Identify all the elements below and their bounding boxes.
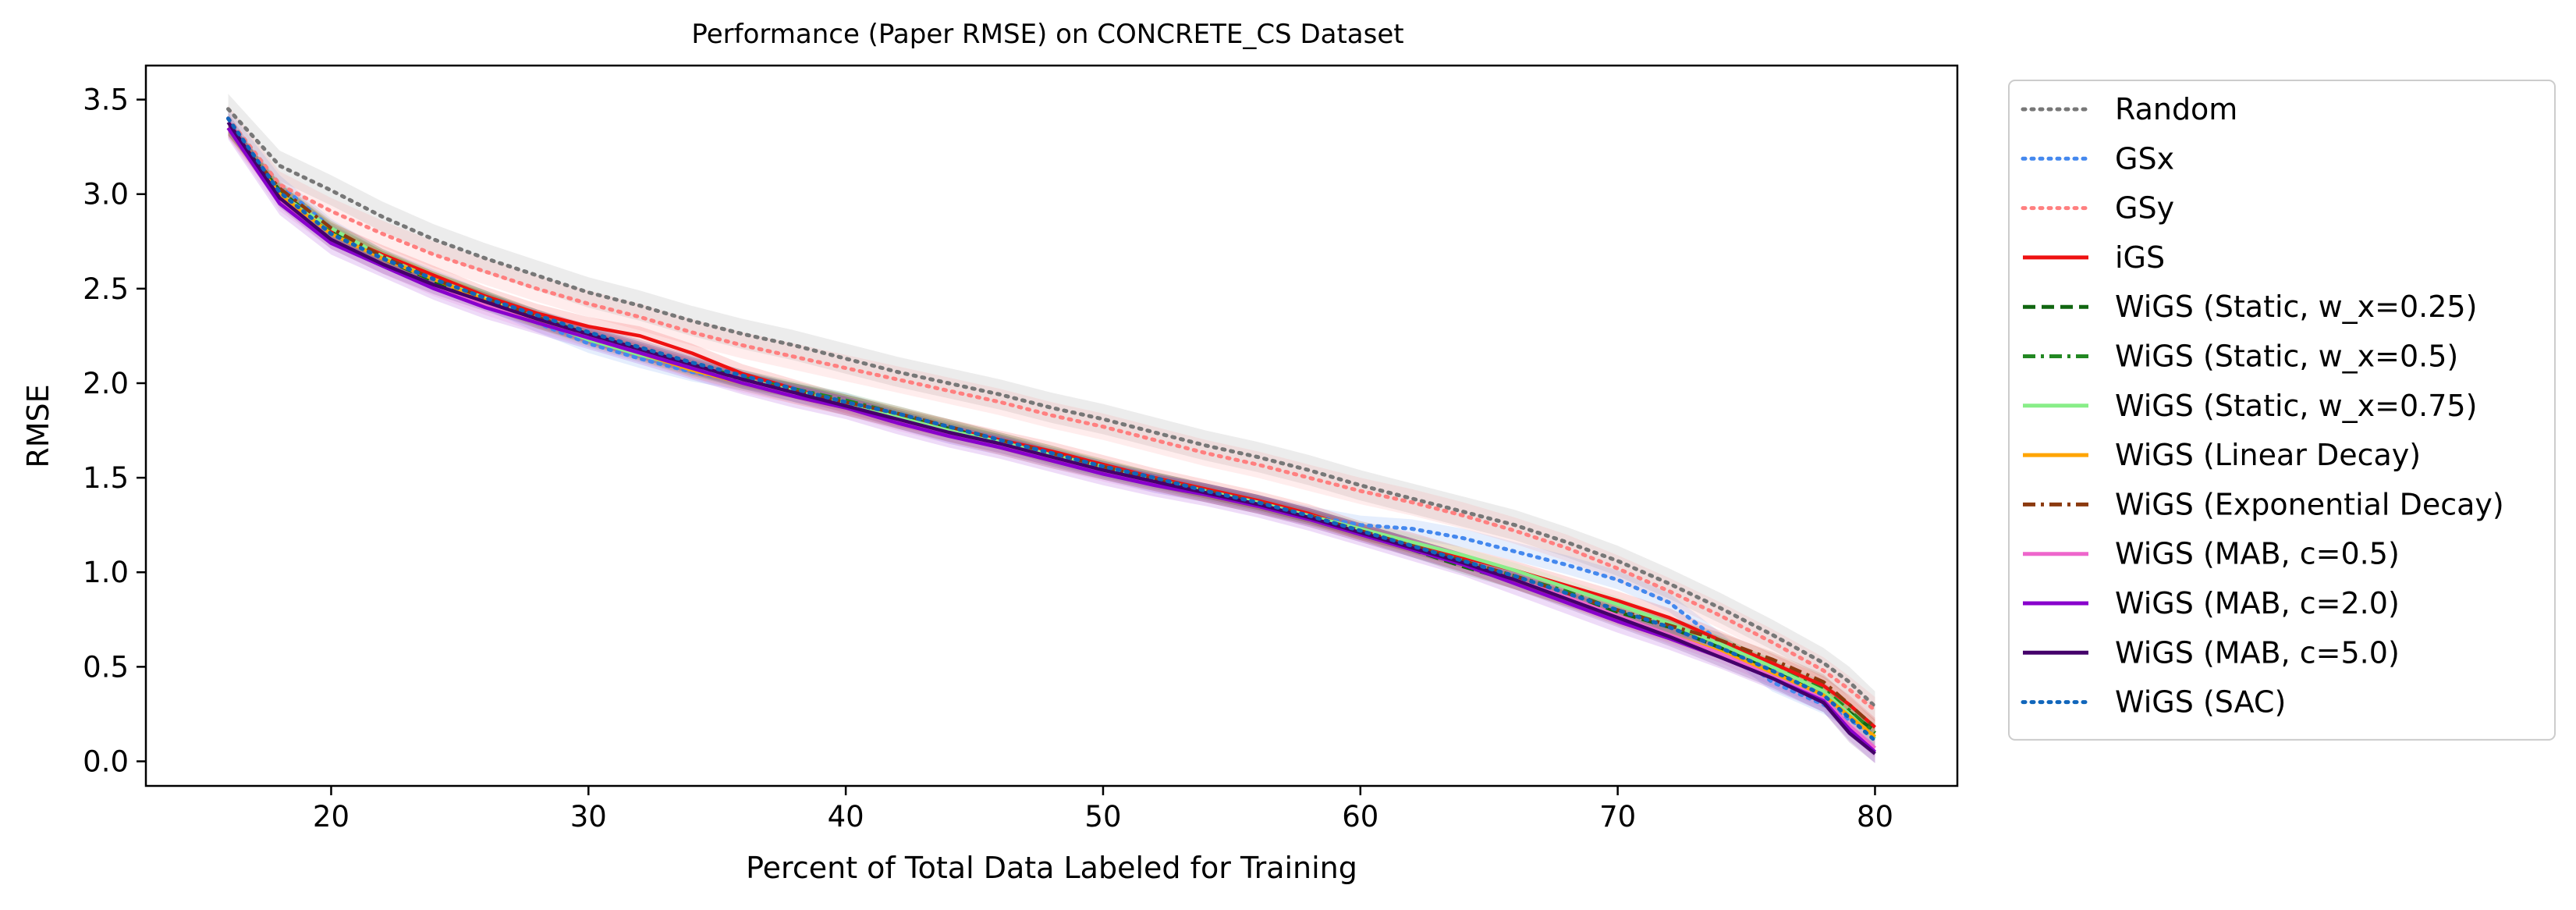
x-tick-label: 70 [1599, 800, 1636, 834]
series-line [226, 116, 1877, 713]
series-line [226, 116, 1877, 743]
series-band [228, 94, 1875, 722]
legend-label: GSx [2115, 141, 2174, 176]
x-tick-label: 50 [1084, 800, 1121, 834]
plot-area [144, 64, 1959, 787]
x-tick-label: 80 [1857, 800, 1893, 834]
y-axis-label: RMSE [21, 384, 55, 467]
legend-label: WiGS (SAC) [2115, 685, 2286, 720]
series-line [226, 121, 1876, 755]
legend-label: WiGS (Static, w_x=0.75) [2115, 389, 2477, 423]
y-tick-label: 0.0 [83, 745, 129, 779]
x-tick-label: 40 [828, 800, 864, 834]
y-tick-label: 1.5 [83, 461, 129, 495]
legend-label: GSy [2115, 191, 2174, 226]
x-axis: 20 30 40 50 60 70 80 [313, 786, 1893, 834]
legend-box [2008, 80, 2556, 741]
y-tick-label: 3.0 [83, 178, 129, 212]
x-tick-label: 30 [570, 800, 607, 834]
legend-label: WiGS (Exponential Decay) [2115, 487, 2504, 521]
y-tick-label: 1.0 [83, 556, 129, 589]
legend-label: iGS [2115, 240, 2165, 275]
series-lines [226, 107, 1877, 755]
chart-title: Performance (Paper RMSE) on CONCRETE_CS … [691, 19, 1403, 50]
legend-label: WiGS (Linear Decay) [2115, 438, 2421, 472]
legend: Random GSx GSy iGS WiGS (Static, w_x=0.25) Wi… [2008, 80, 2556, 741]
y-tick-label: 2.0 [83, 367, 129, 400]
series-line [226, 126, 1876, 754]
x-axis-label: Percent of Total Data Labeled for Traini… [746, 851, 1357, 885]
legend-label: WiGS (MAB, c=2.0) [2115, 586, 2400, 620]
legend-label: WiGS (MAB, c=0.5) [2115, 537, 2400, 571]
y-tick-label: 0.5 [83, 650, 129, 684]
y-axis: 0.0 0.5 1.0 1.5 2.0 2.5 3.0 3.5 [83, 84, 146, 779]
y-tick-label: 2.5 [83, 272, 129, 306]
x-tick-label: 20 [313, 800, 349, 834]
legend-label: WiGS (Static, w_x=0.25) [2115, 290, 2477, 324]
legend-label: WiGS (MAB, c=5.0) [2115, 635, 2400, 670]
legend-label: WiGS (Static, w_x=0.5) [2115, 339, 2458, 374]
y-tick-label: 3.5 [83, 84, 129, 117]
legend-label: Random [2115, 92, 2237, 126]
x-tick-label: 60 [1342, 800, 1378, 834]
series-line [226, 107, 1877, 709]
